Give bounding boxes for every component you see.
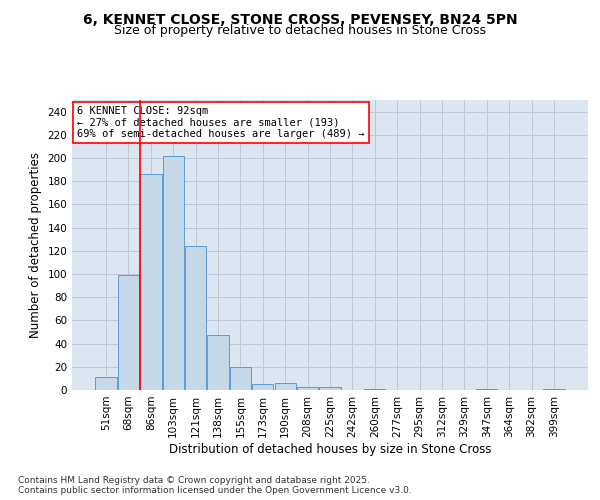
Bar (208, 336, 229, 390)
Text: 6 KENNET CLOSE: 92sqm
← 27% of detached houses are smaller (193)
69% of semi-det: 6 KENNET CLOSE: 92sqm ← 27% of detached … (77, 106, 365, 139)
Text: Size of property relative to detached houses in Stone Cross: Size of property relative to detached ho… (114, 24, 486, 37)
Text: 6, KENNET CLOSE, STONE CROSS, PEVENSEY, BN24 5PN: 6, KENNET CLOSE, STONE CROSS, PEVENSEY, … (83, 12, 517, 26)
X-axis label: Distribution of detached houses by size in Stone Cross: Distribution of detached houses by size … (169, 442, 491, 456)
Bar (185, 246, 206, 390)
Bar (297, 386, 318, 390)
Bar (230, 367, 251, 390)
Text: Contains HM Land Registry data © Crown copyright and database right 2025.
Contai: Contains HM Land Registry data © Crown c… (18, 476, 412, 495)
Bar (95, 377, 117, 390)
Bar (364, 389, 385, 390)
Bar (543, 389, 565, 390)
Bar (252, 384, 274, 390)
Bar (118, 275, 139, 390)
Bar (140, 174, 161, 390)
Bar (476, 389, 497, 390)
Bar (163, 156, 184, 390)
Y-axis label: Number of detached properties: Number of detached properties (29, 152, 42, 338)
Bar (319, 386, 341, 390)
Bar (275, 383, 296, 390)
